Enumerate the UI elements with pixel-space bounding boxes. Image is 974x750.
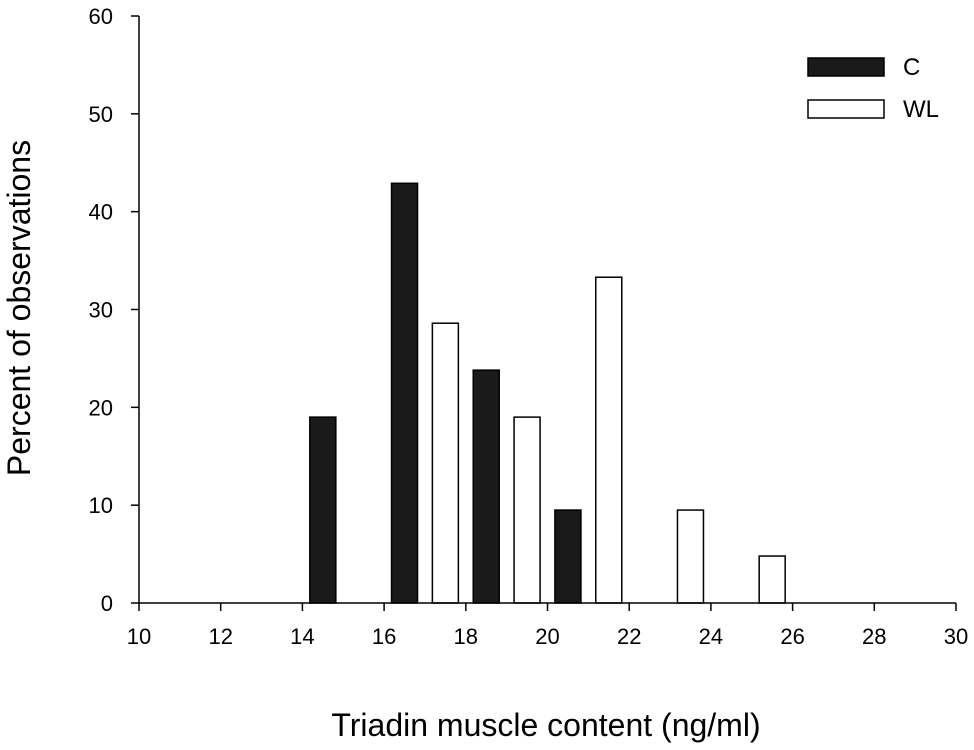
y-tick-label: 50 bbox=[89, 102, 113, 127]
x-tick-label: 14 bbox=[290, 624, 314, 649]
bar-wl-0 bbox=[431, 322, 460, 604]
x-tick-label: 30 bbox=[944, 624, 968, 649]
legend-label-c: C bbox=[903, 54, 920, 81]
x-tick-label: 18 bbox=[454, 624, 478, 649]
y-axis-title: Percent of observations bbox=[1, 140, 37, 476]
legend-label-wl: WL bbox=[903, 96, 939, 123]
x-tick-label: 16 bbox=[372, 624, 396, 649]
legend-swatch-wl bbox=[807, 99, 885, 119]
y-tick-label: 40 bbox=[89, 200, 113, 225]
bar-c-3 bbox=[554, 509, 582, 604]
x-tick-label: 22 bbox=[617, 624, 641, 649]
x-tick-label: 10 bbox=[127, 624, 151, 649]
bar-wl-2 bbox=[595, 276, 623, 604]
x-tick-label: 12 bbox=[208, 624, 232, 649]
bar-wl-1 bbox=[513, 416, 541, 604]
x-tick-label: 26 bbox=[780, 624, 804, 649]
bar-wl-4 bbox=[758, 555, 786, 604]
y-tick-label: 0 bbox=[101, 591, 113, 616]
y-tick-label: 30 bbox=[89, 298, 113, 323]
x-tick-label: 28 bbox=[862, 624, 886, 649]
axes-layer: 10 12 14 16 18 20 22 24 26 28 30 0 10 20 30 40 50 60 bbox=[89, 4, 969, 649]
y-tick-label: 20 bbox=[89, 395, 113, 420]
x-tick-label: 20 bbox=[535, 624, 559, 649]
y-tick-label: 60 bbox=[89, 4, 113, 29]
bar-c-0 bbox=[309, 416, 337, 604]
x-tick-label: 24 bbox=[699, 624, 723, 649]
x-axis-title: Triadin muscle content (ng/ml) bbox=[331, 707, 760, 743]
bars-layer bbox=[309, 182, 786, 604]
bar-c-1 bbox=[390, 182, 419, 604]
y-tick-label: 10 bbox=[89, 493, 113, 518]
legend: C WL bbox=[807, 54, 939, 123]
legend-swatch-c bbox=[807, 57, 885, 77]
bar-c-2 bbox=[472, 369, 500, 604]
bar-wl-3 bbox=[676, 509, 705, 604]
